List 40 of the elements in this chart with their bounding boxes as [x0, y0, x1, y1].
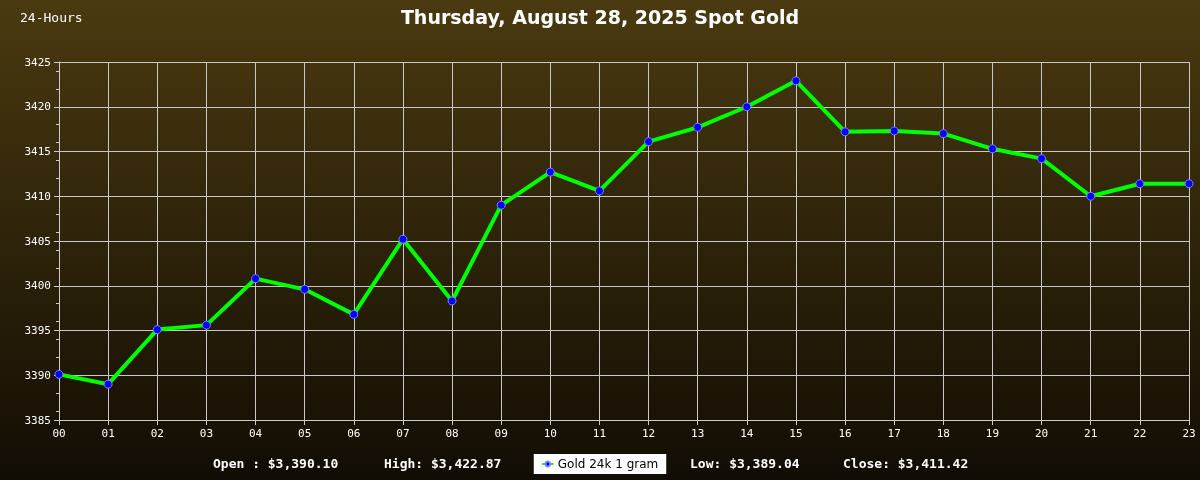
- x-tick-label: 14: [740, 427, 754, 440]
- legend-label: Gold 24k 1 gram: [557, 457, 659, 471]
- text: Open : $3,390.10: [213, 456, 339, 471]
- text: High: $3,422.87: [384, 456, 502, 471]
- x-tick-label: 10: [543, 427, 557, 440]
- x-tick-label: 12: [641, 427, 656, 440]
- x-tick-label: 06: [347, 427, 361, 440]
- y-tick-label: 3420: [24, 100, 51, 114]
- y-tick-label: 3385: [24, 413, 51, 427]
- x-tick-label: 23: [1182, 427, 1196, 440]
- x-tick-label: 03: [199, 427, 214, 440]
- x-tick-label: 15: [789, 427, 803, 440]
- y-tick-label: 3425: [24, 55, 51, 69]
- x-tick-label: 04: [248, 427, 263, 440]
- x-tick-label: 17: [887, 427, 901, 440]
- x-tick-label: 19: [985, 427, 1000, 440]
- text: Close: $3,411.42: [843, 456, 969, 471]
- x-tick-label: 16: [838, 427, 852, 440]
- x-tick-label: 22: [1133, 427, 1147, 440]
- y-tick-label: 3410: [24, 189, 51, 203]
- y-tick-label: 3400: [24, 279, 51, 293]
- x-tick-label: 07: [396, 427, 410, 440]
- text: 24-Hours: [20, 10, 83, 25]
- x-tick-label: 18: [936, 427, 950, 440]
- x-tick-label: 20: [1034, 427, 1049, 440]
- x-tick-label: 08: [445, 427, 459, 440]
- y-tick-label: 3395: [24, 324, 51, 337]
- x-tick-label: 05: [298, 427, 312, 440]
- x-tick-label: 02: [150, 427, 164, 440]
- x-tick-label: 21: [1084, 427, 1098, 440]
- x-tick-label: 01: [101, 427, 115, 440]
- x-tick-label: 00: [52, 427, 66, 440]
- y-tick-label: 3405: [24, 234, 51, 248]
- text: Low: $3,389.04: [690, 456, 800, 471]
- x-tick-label: 13: [691, 427, 705, 440]
- y-tick-label: 3390: [24, 368, 51, 382]
- y-tick-label: 3415: [24, 145, 51, 158]
- chart-title: Thursday, August 28, 2025 Spot Gold: [400, 5, 800, 28]
- x-tick-label: 11: [592, 427, 607, 440]
- x-tick-label: 09: [494, 427, 508, 440]
